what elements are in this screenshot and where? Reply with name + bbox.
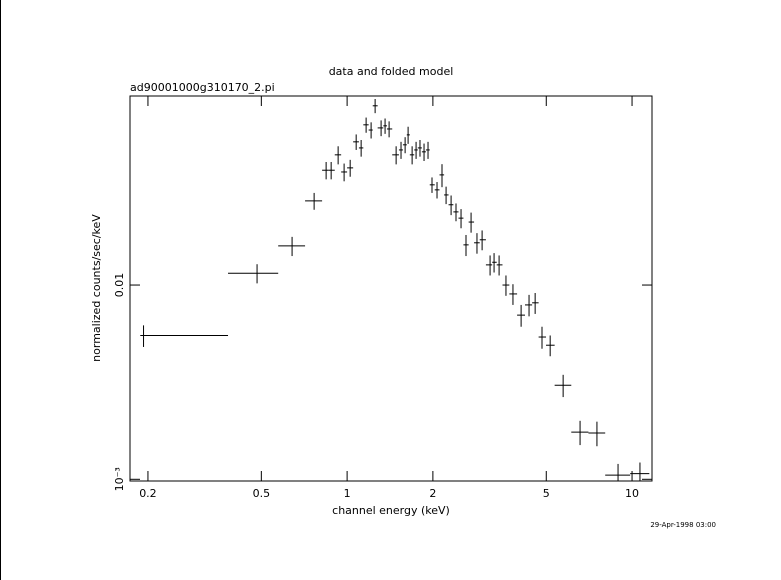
x-axis-label: channel energy (keV) xyxy=(332,504,450,517)
plot-frame xyxy=(129,95,653,482)
x-tick-label: 0.2 xyxy=(139,487,157,500)
y-axis-label: normalized counts/sec/keV xyxy=(90,214,103,362)
x-tick-label: 10 xyxy=(625,487,639,500)
y-tick-label: 10⁻³ xyxy=(113,467,126,491)
y-tick-label: 0.01 xyxy=(113,273,126,298)
timestamp: 29-Apr-1998 03:00 xyxy=(650,521,716,529)
x-tick-label: 0.5 xyxy=(253,487,271,500)
x-tick-label: 5 xyxy=(543,487,550,500)
chart-subtitle: ad90001000g310170_2.pi xyxy=(130,81,275,94)
x-tick-label: 1 xyxy=(344,487,351,500)
chart-title: data and folded model xyxy=(329,65,454,78)
x-tick-label: 2 xyxy=(429,487,436,500)
